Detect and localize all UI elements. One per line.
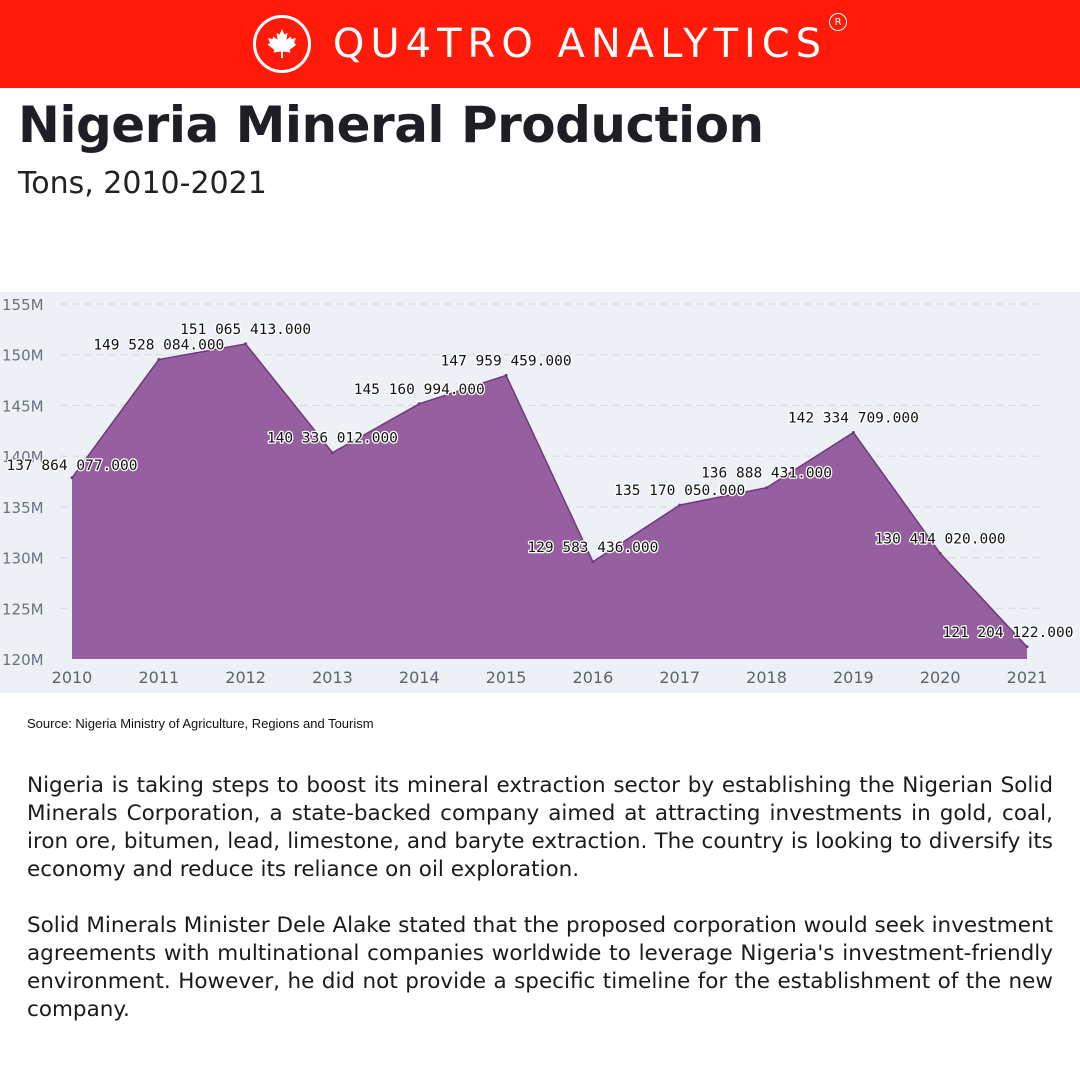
x-tick-label: 2021	[1007, 668, 1048, 687]
data-point	[591, 560, 595, 564]
maple-leaf-icon	[252, 15, 311, 73]
x-tick-label: 2020	[920, 668, 961, 687]
data-label: 135 170 050.000	[614, 483, 745, 499]
page-subtitle: Tons, 2010-2021	[18, 166, 267, 201]
data-point	[70, 476, 74, 480]
x-tick-label: 2014	[399, 668, 440, 687]
y-tick-label: 130M	[2, 550, 44, 568]
x-tick-label: 2011	[138, 668, 179, 687]
data-label: 151 065 413.000	[180, 322, 311, 338]
data-point	[417, 402, 421, 406]
data-point	[244, 342, 248, 346]
data-label: 142 334 709.000	[788, 410, 919, 426]
y-tick-label: 125M	[2, 600, 44, 618]
source-note: Source: Nigeria Ministry of Agriculture,…	[27, 716, 374, 731]
data-point	[765, 486, 769, 490]
y-tick-label: 135M	[2, 499, 44, 517]
x-tick-label: 2017	[659, 668, 700, 687]
x-tick-label: 2013	[312, 668, 353, 687]
data-point	[938, 551, 942, 555]
data-point	[330, 451, 334, 455]
brand-name: QU4TRO ANALYTICS R	[333, 13, 848, 67]
x-tick-label: 2012	[225, 668, 266, 687]
data-point	[1025, 645, 1029, 649]
registered-mark: R	[829, 13, 848, 31]
page-title: Nigeria Mineral Production	[18, 96, 764, 154]
body-paragraph-1: Nigeria is taking steps to boost its min…	[27, 773, 1053, 882]
area-series	[72, 343, 1027, 659]
x-tick-label: 2018	[746, 668, 787, 687]
body-paragraph-2: Solid Minerals Minister Dele Alake state…	[27, 913, 1053, 1022]
data-point	[504, 373, 508, 377]
data-label: 129 583 436.000	[527, 540, 658, 556]
data-label: 145 160 994.000	[354, 382, 485, 398]
x-tick-label: 2015	[486, 668, 527, 687]
y-tick-label: 140M	[2, 448, 44, 466]
brand: QU4TRO ANALYTICS R	[252, 13, 848, 73]
data-label: 121 204 122.000	[943, 625, 1074, 641]
data-point	[157, 358, 161, 362]
area-chart: 120M 125M 130M 135M 140M 145M 150M 155M 2010 2011…	[0, 292, 1080, 693]
y-tick-label: 155M	[2, 296, 44, 314]
series-line	[71, 343, 1028, 648]
y-tick-label: 120M	[2, 651, 44, 669]
y-tick-label: 150M	[2, 347, 44, 365]
data-label: 137 864 077.000	[7, 458, 138, 474]
data-label: 130 414 020.000	[875, 531, 1006, 547]
data-label: 147 959 459.000	[441, 353, 572, 369]
data-point	[851, 430, 855, 434]
data-label: 140 336 012.000	[267, 431, 398, 447]
x-tick-label: 2010	[52, 668, 93, 687]
data-label: 136 888 431.000	[701, 466, 832, 482]
x-tick-label: 2019	[833, 668, 874, 687]
data-label: 149 528 084.000	[93, 338, 224, 354]
brand-header: QU4TRO ANALYTICS R	[0, 0, 1080, 88]
y-tick-label: 145M	[2, 397, 44, 415]
x-tick-label: 2016	[573, 668, 614, 687]
data-point	[678, 503, 682, 507]
